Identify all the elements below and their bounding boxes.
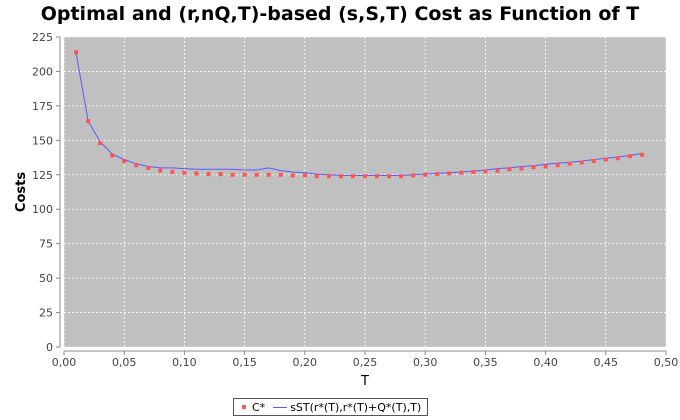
- data-point-c-star: [603, 157, 608, 162]
- data-point-c-star: [254, 172, 259, 177]
- legend-label: C*: [252, 400, 266, 414]
- tick-labels: 0 25 50 75 100 125 150 175 200 225 0,00 0,05 0,10 0,1…: [32, 31, 678, 369]
- series-line-sst: [75, 52, 642, 176]
- x-tick-label: 0,10: [172, 356, 197, 369]
- data-point-c-star: [555, 163, 560, 168]
- chart-title: Optimal and (r,nQ,T)-based (s,S,T) Cost …: [40, 3, 640, 25]
- data-point-c-star: [507, 167, 512, 172]
- data-point-c-star: [314, 174, 319, 179]
- data-point-c-star: [290, 173, 295, 178]
- y-tick-label: 225: [32, 31, 53, 44]
- x-tick-label: 0,00: [52, 356, 77, 369]
- data-point-c-star: [74, 50, 79, 55]
- y-tick-label: 200: [32, 65, 53, 78]
- data-point-c-star: [459, 170, 464, 175]
- data-point-c-star: [567, 161, 572, 166]
- data-point-c-star: [591, 159, 596, 163]
- x-tick-label: 0,30: [413, 356, 438, 369]
- x-tick-label: 0,35: [473, 356, 498, 369]
- legend-marker-line: [273, 406, 288, 408]
- data-point-c-star: [266, 172, 271, 177]
- legend-marker-points: [242, 405, 246, 409]
- data-point-c-star: [302, 173, 307, 178]
- data-point-c-star: [206, 172, 211, 177]
- x-tick-label: 0,50: [654, 356, 679, 369]
- data-point-c-star: [411, 173, 416, 178]
- x-tick-label: 0,15: [232, 356, 257, 369]
- x-tick-label: 0,20: [293, 356, 318, 369]
- data-point-c-star: [447, 171, 452, 176]
- data-point-c-star: [158, 168, 163, 173]
- legend-item-c-star: C*: [238, 401, 265, 414]
- y-tick-label: 25: [39, 307, 53, 320]
- data-point-c-star: [122, 159, 127, 163]
- data-point-c-star: [495, 168, 500, 173]
- y-tick-label: 175: [32, 100, 53, 113]
- data-point-c-star: [471, 170, 476, 175]
- series: [74, 50, 644, 179]
- data-point-c-star: [627, 154, 632, 159]
- data-point-c-star: [531, 165, 536, 170]
- data-point-c-star: [326, 174, 331, 179]
- data-point-c-star: [579, 160, 584, 165]
- y-tick-label: 100: [32, 203, 53, 216]
- data-point-c-star: [639, 152, 644, 157]
- data-point-c-star: [615, 156, 620, 161]
- data-point-c-star: [483, 169, 488, 174]
- legend-item-sst: sST(r*(T),r*(T)+Q*(T),T): [271, 401, 421, 414]
- data-point-c-star: [387, 174, 392, 179]
- data-point-c-star: [363, 174, 367, 179]
- y-tick-label: 75: [39, 238, 53, 251]
- data-point-c-star: [350, 174, 355, 179]
- x-tick-label: 0,25: [353, 356, 378, 369]
- data-point-c-star: [543, 164, 548, 169]
- x-axis-label: T: [360, 374, 369, 389]
- data-point-c-star: [278, 172, 283, 177]
- data-point-c-star: [170, 170, 175, 175]
- y-tick-label: 0: [46, 341, 53, 354]
- grid-lines: [63, 36, 667, 348]
- y-tick-label: 50: [39, 272, 53, 285]
- data-point-c-star: [134, 163, 139, 168]
- data-point-c-star: [375, 174, 380, 179]
- legend-label: sST(r*(T),r*(T)+Q*(T),T): [290, 400, 422, 414]
- data-point-c-star: [218, 172, 223, 177]
- data-point-c-star: [242, 172, 247, 177]
- data-point-c-star: [399, 174, 404, 179]
- data-point-c-star: [86, 119, 91, 124]
- data-point-c-star: [338, 174, 343, 179]
- data-point-c-star: [98, 141, 103, 146]
- plot-area: [64, 37, 666, 347]
- x-tick-label: 0,05: [112, 356, 137, 369]
- x-tick-label: 0,45: [594, 356, 619, 369]
- data-point-c-star: [230, 172, 235, 177]
- x-tick-label: 0,40: [533, 356, 558, 369]
- data-point-c-star: [423, 172, 428, 177]
- data-point-c-star: [182, 170, 187, 175]
- data-point-c-star: [110, 153, 115, 158]
- data-point-c-star: [194, 171, 199, 176]
- data-point-c-star: [435, 172, 440, 177]
- y-tick-label: 125: [32, 169, 53, 182]
- chart-plot: 0 25 50 75 100 125 150 175 200 225 0,00 0,05 0,10 0,1…: [14, 31, 678, 389]
- y-axis-label: Costs: [14, 172, 29, 212]
- y-tick-label: 150: [32, 134, 53, 147]
- data-point-c-star: [146, 165, 151, 170]
- legend: C* sST(r*(T),r*(T)+Q*(T),T): [233, 398, 429, 416]
- data-point-c-star: [519, 166, 524, 171]
